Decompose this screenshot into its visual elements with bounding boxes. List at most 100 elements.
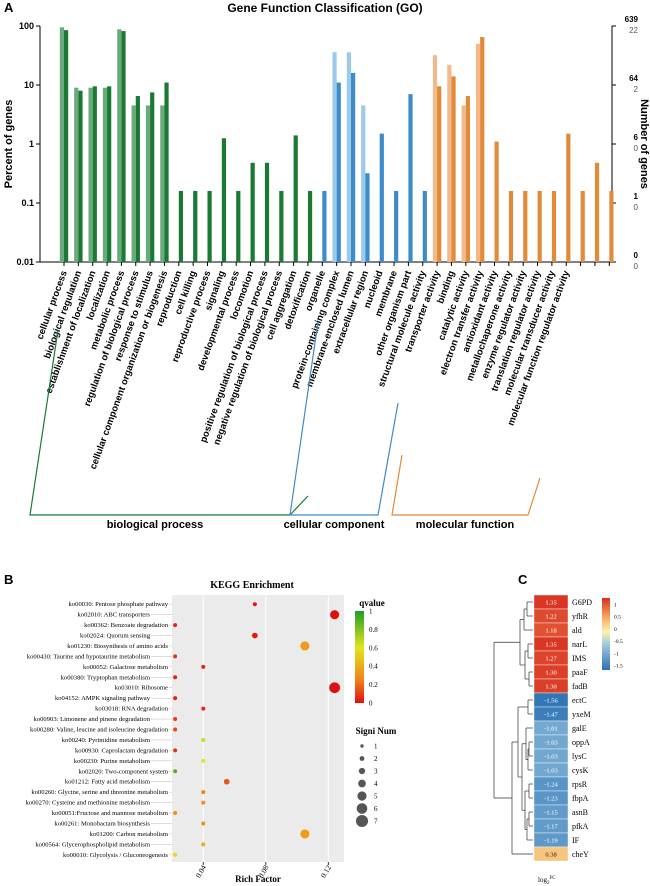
cell-value: -1.47 — [544, 712, 558, 719]
bar-degs — [437, 86, 442, 263]
bar-all-genes — [432, 55, 438, 262]
right-tick-label-lower: 0 — [634, 203, 639, 212]
bracket-molecular-function — [391, 454, 541, 516]
pathway-label: ko00261: Monobactam biosynthesis — [54, 820, 150, 827]
log2fc-colorbar — [602, 598, 610, 670]
bar-degs — [307, 190, 313, 262]
bar-degs — [422, 190, 427, 262]
pathway-label: ko03010: Ribosome — [115, 685, 168, 692]
qvalue-legend-ticks: 1 0.8 0.6 0.4 0.2 0 — [369, 608, 378, 708]
gene-label: G6PD — [572, 598, 592, 607]
gene-label: asnB — [572, 808, 588, 817]
cell-value: 0.38 — [545, 852, 556, 859]
gene-label: galE — [572, 724, 587, 733]
bar-degs — [379, 133, 384, 262]
gene-label: fbpA — [572, 794, 589, 803]
point — [201, 790, 206, 795]
right-axis: 639 22 64 2 6 0 1 0 0 0 — [611, 15, 639, 271]
point — [173, 852, 178, 857]
dendrogram — [493, 601, 533, 855]
point — [300, 829, 310, 839]
log2fc-tick-label: -0.5 — [614, 639, 623, 645]
gene-label: pfkA — [572, 822, 589, 831]
gene-labels: G6PD yfhR ald narL IMS paaF fadB ectC yxeM galE op… — [572, 598, 592, 859]
bar-all-genes — [102, 87, 108, 262]
bar-degs — [408, 94, 413, 262]
right-tick-label-lower: 0 — [634, 262, 639, 271]
pathway-label: ko00030: Pentose phosphate pathway — [69, 601, 169, 608]
bar-degs — [566, 133, 571, 262]
gene-label: rpsR — [572, 780, 588, 789]
panel-c-label: C — [518, 572, 528, 587]
log2fc-tick-label: -1 — [614, 651, 619, 657]
point — [201, 800, 206, 805]
pathway-label: ko00930: Caprolactam degradation — [75, 747, 169, 754]
x-tick-label: 0.04 — [194, 863, 208, 879]
gene-label: lysC — [572, 752, 587, 761]
right-tick-label-upper: 639 — [625, 15, 639, 24]
bar-degs — [594, 162, 600, 262]
point — [330, 610, 340, 620]
bar-degs — [135, 96, 140, 262]
group-label-molecular-function: molecular function — [416, 519, 515, 531]
pathway-label: ko02024: Quorum sensing — [80, 633, 151, 640]
bar-degs — [264, 162, 270, 262]
bar-degs — [250, 162, 255, 262]
bar-degs — [465, 96, 470, 262]
size-legend-label: 3 — [374, 768, 378, 776]
log2fc-tick-label: 0 — [614, 627, 617, 633]
left-axis-title: Percent of genes — [3, 100, 15, 189]
size-legend-label: 2 — [374, 755, 378, 763]
bar-degs — [107, 86, 112, 263]
point — [201, 821, 206, 826]
cell-value: -1.03 — [544, 754, 558, 761]
gene-label: yfhR — [572, 612, 589, 621]
pathway-label: ko02020: Two-component system — [78, 768, 168, 775]
left-tick-label: 1 — [29, 139, 34, 149]
pathway-label: ko00052: Galactose metabolism — [83, 664, 169, 671]
log2fc-legend-ticks: 1 0.5 0 -0.5 -1 -1.5 — [614, 603, 623, 670]
cell-value: 1.22 — [545, 614, 556, 621]
bar-degs — [480, 37, 485, 262]
pathway-label: ko04152: AMPK signaling pathway — [55, 695, 151, 702]
size-legend-label: 6 — [374, 805, 378, 813]
bar-all-genes — [461, 105, 466, 262]
right-tick-label-lower: 22 — [629, 26, 638, 35]
panel-b-label: B — [4, 572, 13, 587]
cell-value: -1.24 — [544, 782, 558, 789]
size-legend: 1 2 3 4 5 6 7 — [355, 743, 378, 828]
bar-degs — [508, 190, 514, 262]
pathway-label: ko03018: RNA degradation — [95, 706, 169, 713]
gene-label: ald — [572, 626, 582, 635]
bars — [59, 27, 614, 263]
bar-degs — [279, 190, 284, 262]
qvalue-tick-label: 0.2 — [369, 681, 378, 689]
bar-degs — [164, 82, 169, 262]
qvalue-tick-label: 0.6 — [369, 644, 378, 652]
point — [173, 623, 178, 628]
bar-all-genes — [117, 29, 122, 262]
gene-label: IMS — [572, 654, 586, 663]
size-legend-label: 5 — [374, 793, 378, 801]
x-tick-label: 0.12 — [319, 863, 333, 879]
bar-degs — [551, 190, 557, 262]
bar-degs — [207, 190, 212, 262]
pathway-label: ko01200: Carbon metabolism — [90, 831, 169, 838]
cell-value: -1.01 — [544, 726, 558, 733]
point — [223, 778, 230, 785]
size-legend-label: 1 — [374, 743, 378, 751]
right-tick-label-upper: 0 — [634, 251, 639, 260]
pathway-label: ko00362: Benzoate degradation — [84, 622, 169, 629]
point — [300, 641, 310, 651]
cell-value: 1.18 — [545, 628, 556, 635]
point — [173, 675, 178, 680]
size-legend-title: Signi Num — [356, 726, 397, 736]
size-legend-dot — [356, 803, 368, 814]
size-legend-dot — [360, 744, 364, 748]
bar-degs — [609, 190, 614, 262]
pathway-label: ko02010: ABC transporters — [77, 612, 150, 619]
point — [173, 696, 178, 701]
left-axis: 100 10 1 0.1 0.01 — [16, 21, 41, 267]
bar-degs — [451, 76, 456, 262]
bar-degs — [394, 190, 399, 262]
